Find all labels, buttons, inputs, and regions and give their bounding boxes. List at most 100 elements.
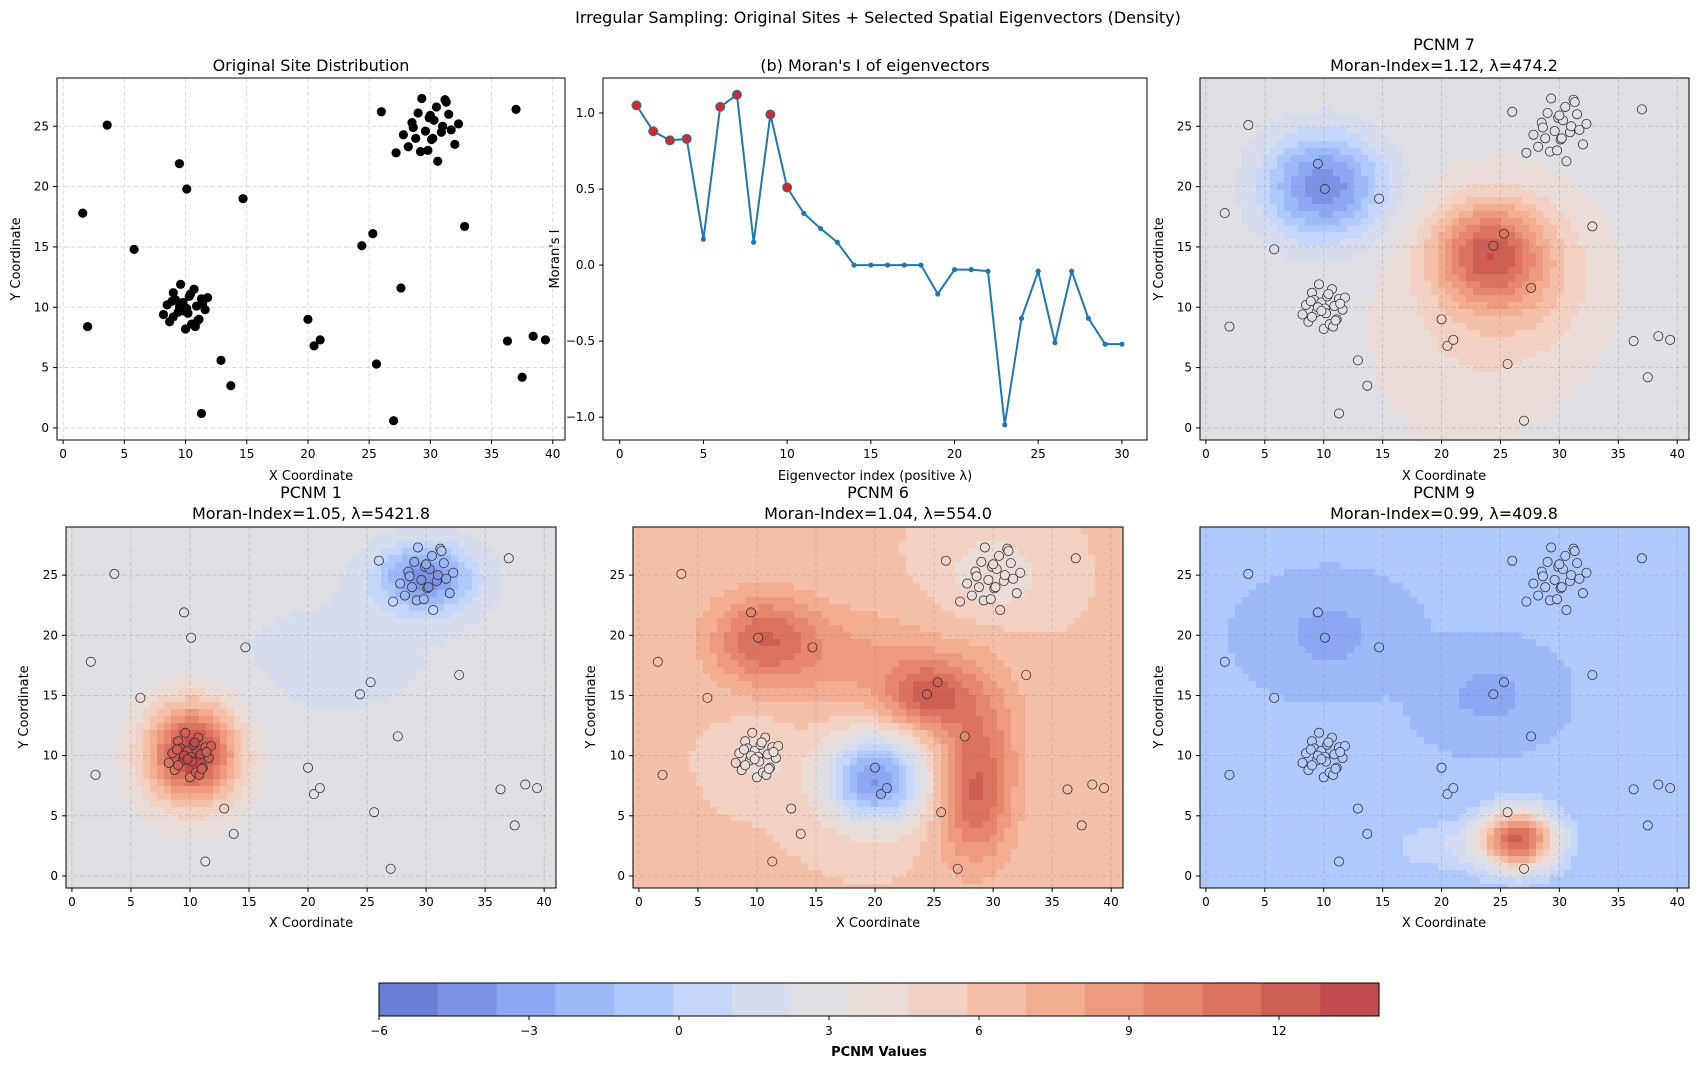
density-cell	[1340, 225, 1348, 233]
density-cell	[1375, 323, 1383, 331]
density-cell	[1613, 183, 1621, 191]
density-cell	[1375, 141, 1383, 149]
density-cell	[1221, 92, 1229, 100]
x-tick-label: 40	[1670, 447, 1685, 461]
density-cell	[1564, 274, 1572, 282]
density-cell	[1480, 379, 1488, 387]
density-cell	[129, 653, 137, 661]
density-cell	[1515, 281, 1523, 289]
density-cell	[1228, 169, 1236, 177]
density-cell	[185, 660, 193, 668]
density-cell	[1270, 295, 1278, 303]
density-cell	[1333, 204, 1341, 212]
density-cell	[1368, 428, 1376, 436]
density-cell	[1312, 344, 1320, 352]
density-cell	[1634, 141, 1642, 149]
density-cell	[1508, 302, 1516, 310]
density-cell	[1235, 316, 1243, 324]
density-cell	[66, 688, 74, 696]
density-cell	[1354, 393, 1362, 401]
density-cell	[1522, 183, 1530, 191]
density-cell	[87, 709, 95, 717]
density-cell	[150, 751, 158, 759]
density-cell	[1431, 351, 1439, 359]
density-cell	[1578, 393, 1586, 401]
density-cell	[1389, 421, 1397, 429]
density-cell	[1242, 127, 1250, 135]
density-cell	[1221, 253, 1229, 261]
density-cell	[1550, 414, 1558, 422]
site-point	[1546, 93, 1557, 104]
density-cell	[1389, 141, 1397, 149]
density-cell	[1627, 400, 1635, 408]
density-cell	[1578, 106, 1586, 114]
density-cell	[1515, 330, 1523, 338]
density-cell	[1228, 246, 1236, 254]
density-cell	[1221, 435, 1229, 440]
density-cell	[1396, 155, 1404, 163]
density-cell	[1564, 253, 1572, 261]
density-cell	[1445, 190, 1453, 198]
density-cell	[1207, 400, 1215, 408]
density-cell	[1382, 232, 1390, 240]
density-cell	[164, 814, 172, 822]
density-cell	[129, 828, 137, 836]
density-cell	[1620, 169, 1628, 177]
density-cell	[1431, 323, 1439, 331]
density-cell	[1655, 344, 1663, 352]
density-cell	[178, 842, 186, 850]
density-cell	[1466, 232, 1474, 240]
density-cell	[1648, 351, 1656, 359]
density-cell	[1487, 358, 1495, 366]
density-cell	[1263, 302, 1271, 310]
density-cell	[1312, 134, 1320, 142]
density-cell	[1256, 85, 1264, 93]
density-cell	[1340, 78, 1348, 86]
density-cell	[199, 548, 207, 556]
density-cell	[150, 765, 158, 773]
density-cell	[1326, 435, 1334, 440]
density-cell	[1249, 260, 1257, 268]
density-cell	[1389, 225, 1397, 233]
density-cell	[1382, 316, 1390, 324]
density-cell	[1487, 99, 1495, 107]
density-cell	[171, 618, 179, 626]
site-point	[1561, 156, 1572, 167]
density-cell	[171, 611, 179, 619]
density-cell	[1543, 351, 1551, 359]
density-cell	[1648, 190, 1656, 198]
site-point	[1628, 336, 1639, 347]
density-cell	[192, 870, 200, 878]
density-cell	[1368, 274, 1376, 282]
density-cell	[1522, 386, 1530, 394]
density-cell	[1459, 148, 1467, 156]
density-cell	[122, 779, 130, 787]
density-cell	[1571, 211, 1579, 219]
density-cell	[1291, 288, 1299, 296]
density-cell	[66, 555, 74, 563]
density-cell	[1641, 309, 1649, 317]
moran-highlight-point	[631, 100, 642, 111]
density-cell	[1501, 337, 1509, 345]
density-cell	[136, 758, 144, 766]
density-cell	[1417, 295, 1425, 303]
density-cell	[1242, 99, 1250, 107]
density-cell	[1249, 323, 1257, 331]
density-cell	[1683, 414, 1689, 422]
density-cell	[1403, 393, 1411, 401]
density-cell	[1200, 92, 1208, 100]
density-cell	[1256, 218, 1264, 226]
density-cell	[1389, 330, 1397, 338]
density-cell	[1676, 421, 1684, 429]
density-cell	[1207, 120, 1215, 128]
density-cell	[1592, 85, 1600, 93]
density-cell	[1648, 169, 1656, 177]
density-cell	[1585, 421, 1593, 429]
density-cell	[1648, 421, 1656, 429]
density-cell	[1627, 169, 1635, 177]
density-cell	[73, 856, 81, 864]
density-cell	[157, 646, 165, 654]
density-cell	[1487, 302, 1495, 310]
density-cell	[1431, 281, 1439, 289]
density-cell	[1333, 218, 1341, 226]
